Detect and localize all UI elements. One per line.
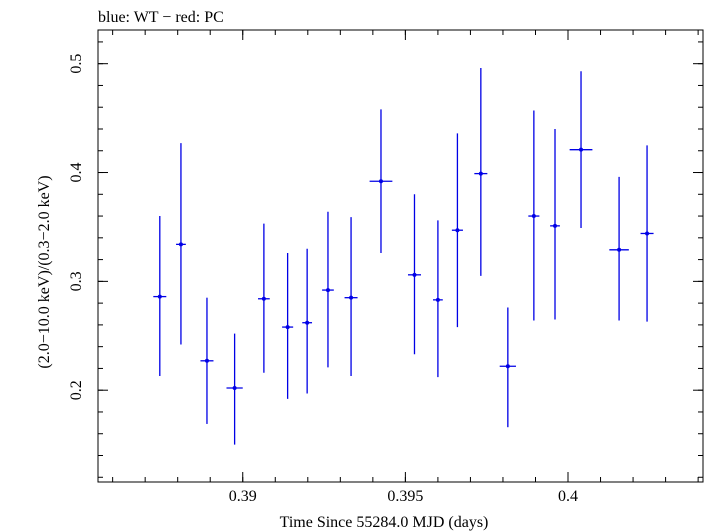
data-point (433, 220, 443, 378)
point-marker (232, 386, 237, 391)
data-point (344, 217, 358, 377)
y-tick-label: 0.5 (68, 54, 85, 74)
y-tick-labels: 0.2 0.3 0.4 0.5 (68, 54, 85, 401)
data-series (153, 68, 654, 445)
data-point (499, 307, 516, 428)
data-point (407, 194, 421, 355)
y-axis-label: (2.0−10.0 keV)/(0.3−2.0 keV) (36, 175, 53, 368)
data-point (176, 143, 186, 345)
data-point (550, 128, 560, 320)
point-marker (178, 242, 183, 247)
point-marker (305, 320, 310, 325)
data-point (302, 248, 313, 394)
data-point (258, 223, 270, 373)
plot-frame (97, 29, 704, 483)
point-marker (261, 296, 266, 301)
y-tick-label: 0.2 (68, 380, 85, 400)
x-tick-labels: 0.39 0.395 0.4 (229, 488, 578, 505)
point-marker (455, 228, 460, 233)
point-marker (325, 288, 330, 293)
data-point (474, 68, 488, 276)
point-marker (531, 214, 536, 219)
point-marker (645, 231, 650, 236)
point-marker (553, 223, 558, 228)
axis-ticks (98, 30, 703, 482)
data-point (226, 333, 243, 445)
data-point (609, 176, 629, 321)
point-marker (579, 147, 584, 152)
point-marker (505, 364, 510, 369)
point-marker (478, 171, 483, 176)
x-axis-label: Time Since 55284.0 MJD (days) (280, 514, 489, 531)
data-point (451, 133, 463, 328)
x-tick-label: 0.395 (387, 488, 423, 505)
point-marker (435, 297, 440, 302)
point-marker (412, 272, 417, 277)
x-tick-label: 0.39 (229, 488, 257, 505)
point-marker (378, 179, 383, 184)
y-tick-label: 0.3 (68, 271, 85, 291)
data-point (322, 211, 334, 368)
y-tick-label: 0.4 (68, 163, 85, 183)
data-point (200, 297, 214, 424)
data-point (369, 109, 393, 254)
data-point (528, 110, 540, 321)
data-point (282, 253, 294, 399)
data-point (153, 216, 167, 377)
point-marker (349, 295, 354, 300)
data-point (640, 145, 654, 322)
point-marker (285, 325, 290, 330)
x-tick-label: 0.4 (558, 488, 578, 505)
point-marker (617, 247, 622, 252)
data-point (569, 71, 593, 229)
point-marker (157, 294, 162, 299)
chart-title: blue: WT − red: PC (98, 9, 224, 26)
point-marker (204, 358, 209, 363)
